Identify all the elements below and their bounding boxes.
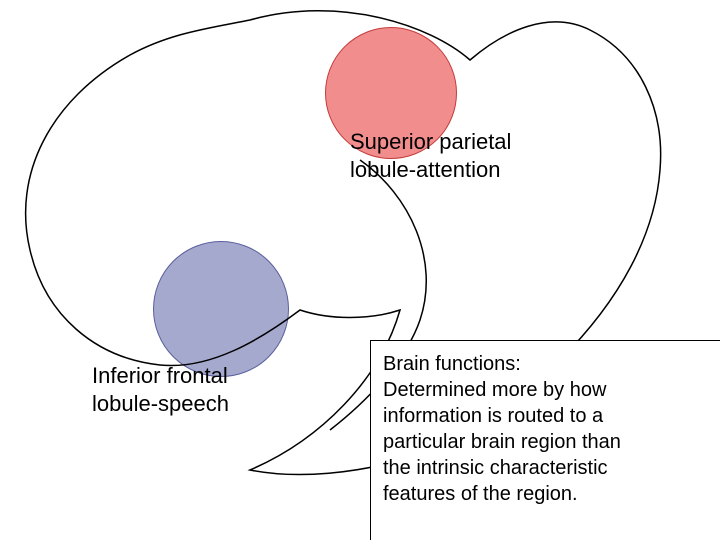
- brain-functions-infobox: Brain functions: Determined more by how …: [370, 340, 720, 540]
- infobox-text: Brain functions: Determined more by how …: [383, 351, 713, 507]
- inferior-frontal-label: Inferior frontal lobule-speech: [92, 362, 229, 417]
- diagram-canvas: Superior parietal lobule-attention Infer…: [0, 0, 720, 540]
- superior-parietal-label: Superior parietal lobule-attention: [350, 128, 511, 183]
